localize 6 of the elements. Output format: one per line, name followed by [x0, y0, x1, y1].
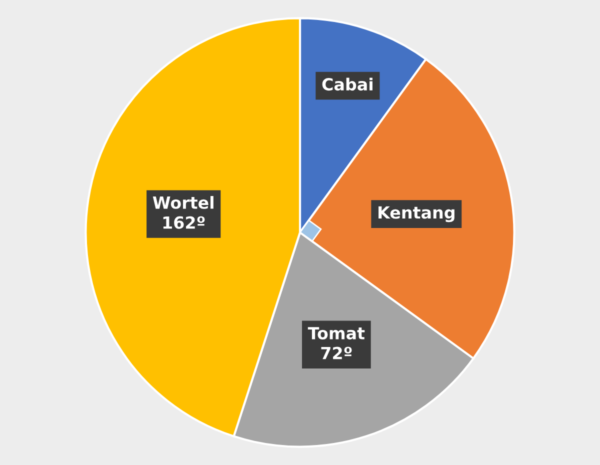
data-label: 162º	[163, 216, 205, 229]
slice-label: Cabai	[322, 78, 372, 91]
slice-label: Kentang	[378, 206, 454, 222]
data-label: 72º	[321, 346, 352, 360]
slice-label: Tomat	[308, 327, 365, 340]
slice-label: Wortel	[152, 196, 214, 209]
